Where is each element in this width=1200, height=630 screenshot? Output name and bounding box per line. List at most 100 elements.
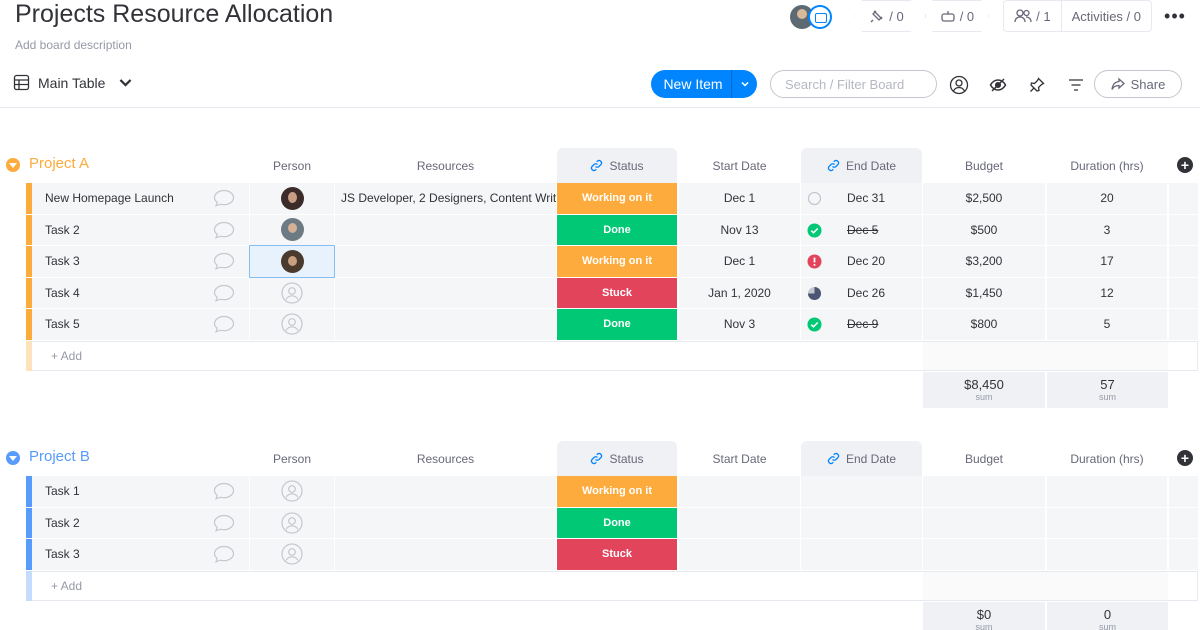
- column-header-end-date[interactable]: End Date: [801, 441, 922, 476]
- row-color-strip[interactable]: [26, 214, 32, 245]
- duration-cell[interactable]: [1047, 539, 1167, 570]
- resources-cell[interactable]: [335, 476, 556, 507]
- members-button[interactable]: / 1: [1004, 1, 1060, 31]
- column-header-person[interactable]: Person: [250, 441, 334, 476]
- start-date-cell[interactable]: Dec 1: [679, 246, 800, 277]
- empty-cell[interactable]: [1169, 183, 1198, 214]
- view-selector[interactable]: Main Table: [13, 74, 134, 91]
- row-color-strip[interactable]: [26, 507, 32, 538]
- new-item-button[interactable]: New Item: [651, 70, 757, 98]
- comment-bubble-icon[interactable]: [213, 482, 235, 500]
- activities-button[interactable]: Activities / 0: [1060, 1, 1151, 31]
- end-date-cell[interactable]: Dec 31: [801, 183, 922, 214]
- end-date-cell[interactable]: Dec 20: [801, 246, 922, 277]
- resources-cell[interactable]: JS Developer, 2 Designers, Content Writ.…: [335, 183, 556, 214]
- item-name-cell[interactable]: New Homepage Launch: [32, 183, 249, 214]
- end-date-cell[interactable]: Dec 26: [801, 277, 922, 308]
- duration-cell[interactable]: 3: [1047, 214, 1167, 245]
- column-header-resources[interactable]: Resources: [335, 441, 556, 476]
- board-title[interactable]: Projects Resource Allocation: [15, 0, 334, 28]
- board-owner-icon[interactable]: [808, 5, 833, 29]
- column-header-resources[interactable]: Resources: [335, 148, 556, 183]
- comment-bubble-icon[interactable]: [213, 189, 235, 207]
- comment-bubble-icon[interactable]: [213, 221, 235, 239]
- budget-sum[interactable]: $8,450 sum: [923, 371, 1045, 408]
- start-date-cell[interactable]: [679, 507, 800, 538]
- duration-cell[interactable]: 12: [1047, 277, 1167, 308]
- budget-cell[interactable]: [923, 507, 1045, 538]
- column-header-person[interactable]: Person: [250, 148, 334, 183]
- empty-cell[interactable]: [1169, 507, 1198, 538]
- resources-cell[interactable]: [335, 507, 556, 538]
- empty-cell[interactable]: [1169, 277, 1198, 308]
- row-color-strip[interactable]: [26, 277, 32, 308]
- start-date-cell[interactable]: Jan 1, 2020: [679, 277, 800, 308]
- item-name-cell[interactable]: Task 2: [32, 507, 249, 538]
- comment-bubble-icon[interactable]: [213, 545, 235, 563]
- status-cell[interactable]: Working on it: [557, 476, 677, 507]
- board-description[interactable]: Add board description: [15, 38, 132, 52]
- filter-icon[interactable]: [1066, 75, 1086, 95]
- column-header-status[interactable]: Status: [557, 441, 677, 476]
- resources-cell[interactable]: [335, 246, 556, 277]
- item-name-cell[interactable]: Task 1: [32, 476, 249, 507]
- new-item-dropdown-icon[interactable]: [731, 70, 757, 98]
- group-collapse-icon[interactable]: [6, 158, 20, 172]
- add-item-row[interactable]: + Add: [0, 570, 1200, 602]
- status-cell[interactable]: Done: [557, 507, 677, 538]
- comment-bubble-icon[interactable]: [213, 514, 235, 532]
- group-title[interactable]: Project B: [29, 448, 90, 465]
- status-cell[interactable]: Done: [557, 214, 677, 245]
- person-cell[interactable]: [250, 183, 334, 214]
- resources-cell[interactable]: [335, 214, 556, 245]
- comment-bubble-icon[interactable]: [213, 315, 235, 333]
- column-header-budget[interactable]: Budget: [923, 441, 1045, 476]
- budget-cell[interactable]: [923, 539, 1045, 570]
- row-color-strip[interactable]: [26, 246, 32, 277]
- person-cell[interactable]: [250, 277, 334, 308]
- start-date-cell[interactable]: Nov 3: [679, 309, 800, 340]
- column-header-start-date[interactable]: Start Date: [679, 441, 800, 476]
- add-item-label[interactable]: + Add: [51, 348, 83, 363]
- column-header-start-date[interactable]: Start Date: [679, 148, 800, 183]
- comment-bubble-icon[interactable]: [213, 284, 235, 302]
- budget-cell[interactable]: $800: [923, 309, 1045, 340]
- status-cell[interactable]: Done: [557, 309, 677, 340]
- item-name-cell[interactable]: Task 3: [32, 246, 249, 277]
- column-header-budget[interactable]: Budget: [923, 148, 1045, 183]
- person-cell[interactable]: [250, 539, 334, 570]
- pin-icon[interactable]: [1027, 75, 1047, 95]
- budget-cell[interactable]: $2,500: [923, 183, 1045, 214]
- person-filter-icon[interactable]: [949, 75, 969, 95]
- start-date-cell[interactable]: Dec 1: [679, 183, 800, 214]
- budget-cell[interactable]: $1,450: [923, 277, 1045, 308]
- end-date-cell[interactable]: [801, 539, 922, 570]
- column-header-duration[interactable]: Duration (hrs): [1047, 441, 1167, 476]
- column-header-status[interactable]: Status: [557, 148, 677, 183]
- add-item-row[interactable]: + Add: [0, 340, 1200, 372]
- status-cell[interactable]: Working on it: [557, 246, 677, 277]
- duration-sum[interactable]: 57 sum: [1047, 371, 1168, 408]
- share-button[interactable]: Share: [1094, 70, 1182, 98]
- start-date-cell[interactable]: [679, 539, 800, 570]
- end-date-cell[interactable]: [801, 476, 922, 507]
- status-cell[interactable]: Stuck: [557, 277, 677, 308]
- duration-cell[interactable]: 20: [1047, 183, 1167, 214]
- add-column-icon[interactable]: +: [1177, 450, 1193, 466]
- duration-sum[interactable]: 0 sum: [1047, 601, 1168, 630]
- row-color-strip[interactable]: [26, 539, 32, 570]
- person-cell[interactable]: [250, 214, 334, 245]
- start-date-cell[interactable]: Nov 13: [679, 214, 800, 245]
- end-date-cell[interactable]: [801, 507, 922, 538]
- column-header-duration[interactable]: Duration (hrs): [1047, 148, 1167, 183]
- item-name-cell[interactable]: Task 4: [32, 277, 249, 308]
- more-options-icon[interactable]: •••: [1164, 5, 1186, 26]
- integrations-button[interactable]: / 0: [854, 0, 919, 32]
- group-title[interactable]: Project A: [29, 155, 90, 172]
- end-date-cell[interactable]: Dec 9: [801, 309, 922, 340]
- item-name-cell[interactable]: Task 2: [32, 214, 249, 245]
- duration-cell[interactable]: 17: [1047, 246, 1167, 277]
- search-input[interactable]: [770, 70, 937, 98]
- empty-cell[interactable]: [1169, 539, 1198, 570]
- person-cell[interactable]: [250, 309, 334, 340]
